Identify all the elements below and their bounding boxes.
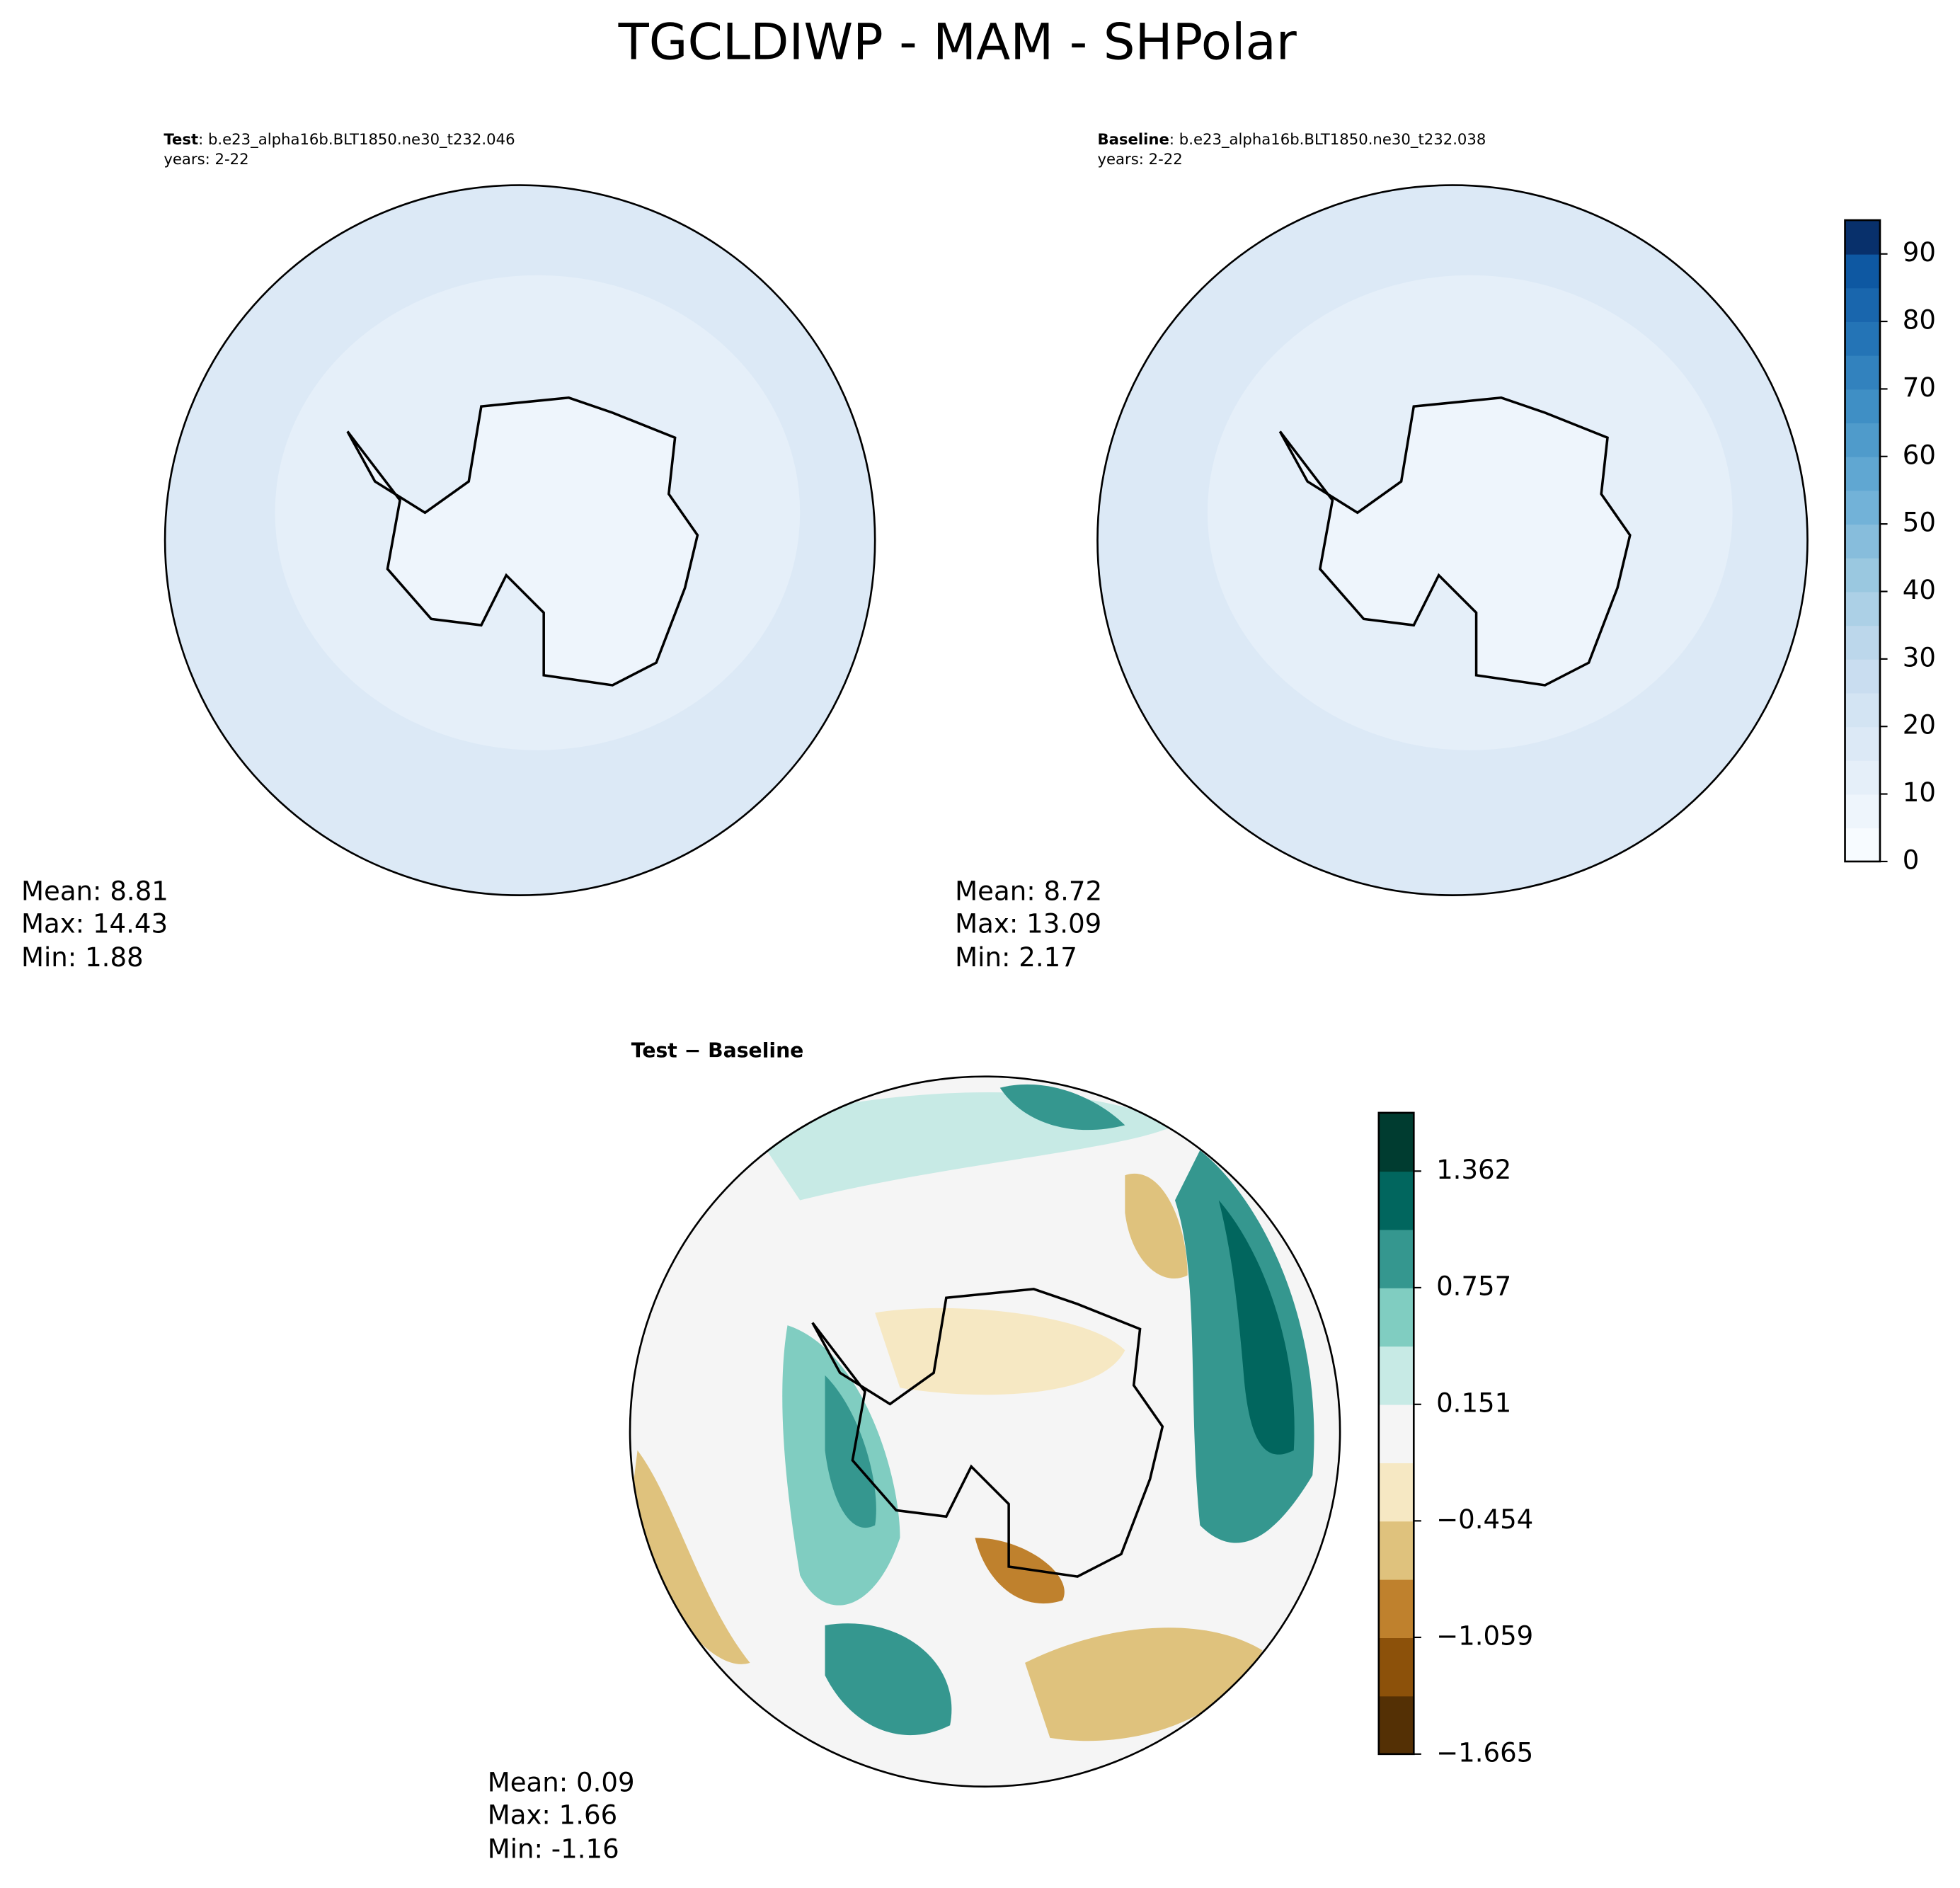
colorbar-band	[1845, 557, 1880, 593]
colorbar-frame	[1377, 1111, 1415, 1756]
panel-title: Test: b.e23_alpha16b.BLT1850.ne30_t232.0…	[164, 130, 515, 148]
stat: Mean: 8.72	[955, 876, 1102, 907]
stat: Max: 14.43	[21, 909, 168, 939]
colorbar-band	[1845, 220, 1880, 255]
stat: Min: -1.16	[488, 1833, 619, 1864]
colorbar-band	[1378, 1346, 1414, 1405]
colorbar-band	[1845, 287, 1880, 322]
colorbar-tick-label: 70	[1903, 372, 1936, 403]
colorbar-band	[1845, 355, 1880, 390]
colorbar-tick-label: 0.151	[1436, 1388, 1511, 1418]
colorbar-band	[1378, 1579, 1414, 1639]
map-test	[165, 185, 876, 896]
colorbar-band	[1845, 591, 1880, 627]
map-baseline	[1097, 185, 1808, 896]
figure-title: TGCLDIWP - MAM - SHPolar	[618, 12, 1297, 71]
map-fill	[1025, 1627, 1263, 1741]
colorbar-tick-label: 1.362	[1436, 1155, 1511, 1185]
colorbar-tick-label: 0	[1903, 845, 1920, 875]
colorbar-band	[1845, 658, 1880, 694]
map-fill	[999, 1084, 1125, 1131]
colorbar-tick-label: 90	[1903, 237, 1936, 268]
map-fill	[631, 1450, 750, 1664]
stat: Min: 1.88	[21, 942, 144, 973]
colorbar-tick-label: 20	[1903, 710, 1936, 740]
colorbar-band	[1845, 456, 1880, 491]
colorbar-band	[1845, 692, 1880, 728]
colorbar-band	[1845, 726, 1880, 761]
map-fill	[975, 1538, 1065, 1604]
colorbar-tick-label: 30	[1903, 642, 1936, 673]
colorbar-band	[1378, 1463, 1414, 1522]
map-fill	[825, 1623, 952, 1736]
colorbar-tick-label: −1.059	[1436, 1620, 1533, 1651]
colorbar-band	[1378, 1287, 1414, 1347]
colorbar-band	[1845, 794, 1880, 829]
colorbar-band	[1845, 389, 1880, 423]
map-fill	[1125, 1173, 1188, 1278]
colorbar-band	[1378, 1637, 1414, 1697]
colorbar-band	[1378, 1171, 1414, 1230]
stat: Max: 13.09	[955, 909, 1101, 939]
panel-name: Test	[164, 130, 198, 148]
colorbar-tick-label: 80	[1903, 305, 1936, 336]
colorbar-band	[1845, 760, 1880, 795]
map-border	[1096, 184, 1809, 896]
panel-name: Baseline	[1097, 130, 1169, 148]
colorbar-band	[1845, 524, 1880, 559]
colorbar-tick-label: 50	[1903, 508, 1936, 538]
colorbar-frame	[1844, 219, 1881, 863]
colorbar-band	[1845, 625, 1880, 660]
stat: Mean: 8.81	[21, 876, 168, 907]
stat: Mean: 0.09	[488, 1768, 635, 1798]
colorbar-band	[1845, 321, 1880, 356]
panel-years: years: 2-22	[164, 150, 248, 168]
panel-title: Baseline: b.e23_alpha16b.BLT1850.ne30_t2…	[1097, 130, 1486, 148]
colorbar-band	[1378, 1229, 1414, 1288]
colorbar-tick-label: 10	[1903, 777, 1936, 808]
colorbar-band	[1378, 1695, 1414, 1755]
colorbar-band	[1378, 1112, 1414, 1172]
colorbar-band	[1378, 1521, 1414, 1580]
panel-title: Test − Baseline	[631, 1039, 804, 1062]
map-border	[164, 184, 876, 896]
colorbar-band	[1845, 253, 1880, 289]
colorbar-band	[1378, 1404, 1414, 1463]
map-fill	[825, 1375, 876, 1528]
panel-years: years: 2-22	[1097, 150, 1182, 168]
colorbar-band	[1845, 423, 1880, 457]
map-fill	[875, 1308, 1125, 1395]
colorbar-band	[1845, 828, 1880, 862]
panel-case: : b.e23_alpha16b.BLT1850.ne30_t232.046	[198, 130, 515, 148]
map-difference	[630, 1076, 1341, 1787]
colorbar-tick-label: 60	[1903, 440, 1936, 470]
map-border	[629, 1075, 1341, 1788]
colorbar-tick-label: 0.757	[1436, 1271, 1511, 1301]
stat: Min: 2.17	[955, 942, 1077, 973]
panel-case: : b.e23_alpha16b.BLT1850.ne30_t232.038	[1169, 130, 1486, 148]
colorbar-tick-label: 40	[1903, 575, 1936, 605]
colorbar-tick-label: −0.454	[1436, 1504, 1533, 1535]
map-fill	[1218, 1200, 1295, 1455]
stat: Max: 1.66	[488, 1800, 617, 1831]
colorbar-band	[1845, 490, 1880, 525]
colorbar-tick-label: −1.665	[1436, 1737, 1533, 1768]
